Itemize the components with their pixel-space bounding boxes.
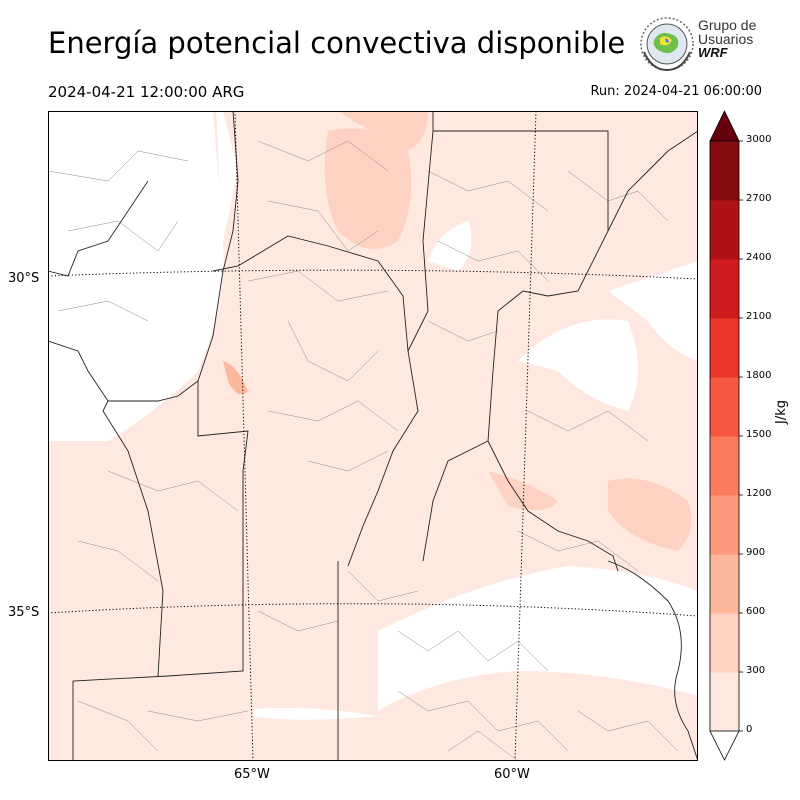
wrf-logo: Grupo de Usuarios WRF: [638, 16, 768, 74]
map-frame: [48, 111, 698, 761]
run-time: Run: 2024-04-21 06:00:00: [590, 84, 762, 99]
lat-label-30s: 30°S: [8, 271, 40, 286]
cape-band-300-east: [608, 478, 692, 551]
colorbar-band-1200: [710, 436, 739, 496]
colorbar-tick-label-1800: 1800: [746, 370, 772, 381]
cape-white-region-east: [518, 319, 638, 411]
lat-label-35s: 35°S: [8, 605, 40, 620]
colorbar-unit-label: J/kg: [774, 400, 789, 424]
province-boundaries: [48, 111, 698, 761]
colorbar-band-1800: [710, 318, 739, 378]
colorbar-tick-label-3000: 3000: [746, 134, 772, 145]
colorbar-tick-label-1500: 1500: [746, 429, 772, 440]
colorbar-tick-label-1200: 1200: [746, 488, 772, 499]
cape-band-300-north-top: [338, 111, 428, 151]
logo-line-3: WRF: [698, 45, 728, 60]
department-boundaries: [48, 140, 679, 761]
colorbar-band-300: [710, 613, 739, 673]
lon-label-60w: 60°W: [494, 767, 530, 782]
colorbar-band-2100: [710, 259, 739, 319]
colorbar-band-0: [710, 672, 739, 732]
colorbar-tick-label-2700: 2700: [746, 193, 772, 204]
colorbar: [709, 110, 743, 761]
logo-line-2: Usuarios: [698, 31, 754, 47]
cape-map: [48, 111, 698, 761]
lat-line-30s: [48, 269, 698, 280]
cape-white-region-nw: [48, 111, 223, 441]
cape-white-region-se: [378, 566, 698, 711]
cape-white-region-ne: [608, 261, 698, 361]
colorbar-tick-label-0: 0: [746, 724, 753, 735]
colorbar-extend-high: [709, 110, 740, 142]
lat-line-35s: [48, 603, 698, 617]
colorbar-band-1500: [710, 377, 739, 437]
colorbar-tick-label-2400: 2400: [746, 252, 772, 263]
coastline: [607, 560, 698, 761]
colorbar-tick-label-600: 600: [746, 606, 766, 617]
colorbar-band-900: [710, 495, 739, 555]
cape-band-300-center: [488, 471, 558, 510]
colorbar-band-600: [710, 554, 739, 614]
lon-label-65w: 65°W: [234, 767, 270, 782]
colorbar-band-2700: [710, 141, 739, 201]
colorbar-extend-low: [709, 730, 740, 761]
graticule: [48, 111, 698, 761]
cape-white-patch: [428, 221, 472, 271]
logo-text: Grupo de Usuarios WRF: [698, 18, 756, 60]
cape-white-strip: [253, 707, 378, 720]
logo-line-1: Grupo de: [698, 17, 757, 33]
globe-icon: [640, 17, 694, 72]
colorbar-band-2400: [710, 200, 739, 260]
colorbar-tick-label-2100: 2100: [746, 311, 772, 322]
colorbar-tick-label-900: 900: [746, 547, 766, 558]
cape-white-region-nw2: [108, 111, 238, 441]
valid-time: 2024-04-21 12:00:00 ARG: [48, 83, 245, 101]
cape-band-600-patch: [223, 361, 248, 395]
colorbar-tick-label-300: 300: [746, 665, 766, 676]
cape-band-300-north: [324, 128, 412, 249]
page-title: Energía potencial convectiva disponible: [48, 26, 626, 60]
